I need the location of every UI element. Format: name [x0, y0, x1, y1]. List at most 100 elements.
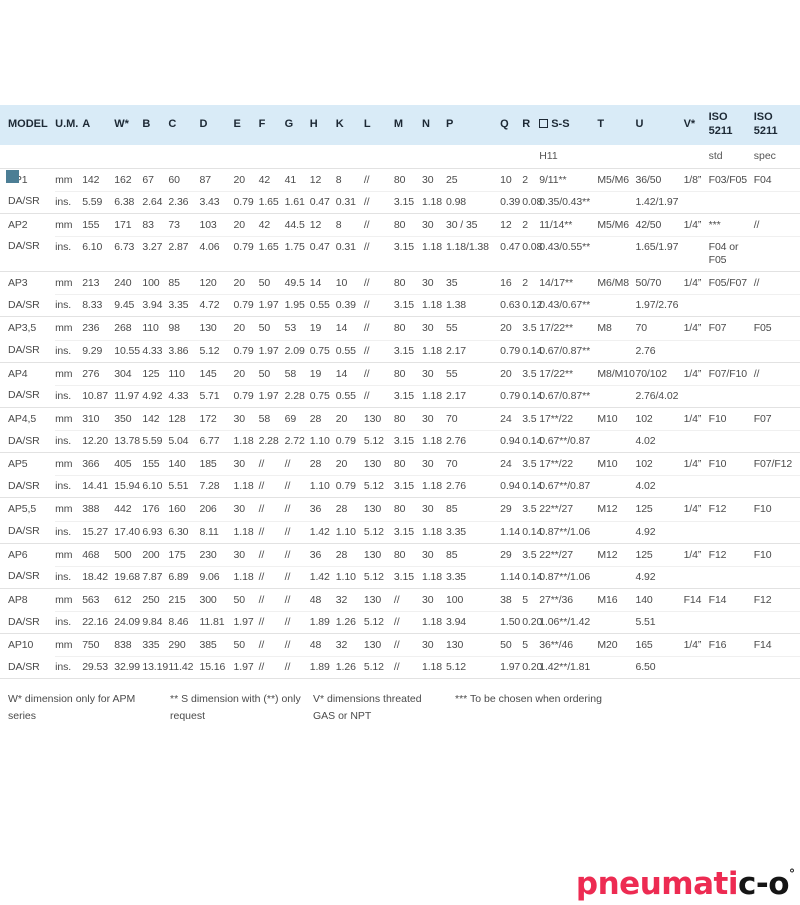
- value-cell: 10: [500, 168, 523, 192]
- value-cell: 44.5: [284, 213, 310, 237]
- value-cell: 30: [421, 213, 447, 237]
- footnote-ordering: *** To be chosen when ordering: [455, 693, 602, 706]
- model-cell: AP4: [8, 367, 28, 380]
- value-cell: [683, 191, 709, 214]
- value-cell: [597, 611, 636, 635]
- value-cell: 0.67**/0.87: [539, 475, 598, 499]
- value-cell: 36/50: [635, 168, 684, 192]
- value-cell: 3.94: [142, 294, 169, 318]
- value-cell: 1.18: [421, 191, 447, 214]
- value-cell: 102: [635, 407, 684, 432]
- value-cell: [708, 566, 754, 589]
- header-cell-v-: V*: [683, 105, 709, 145]
- value-cell: M20: [597, 633, 636, 658]
- value-cell: 60: [168, 168, 200, 192]
- value-cell: F04: [753, 168, 800, 192]
- value-cell: 28: [309, 407, 336, 432]
- subheader-cell: [522, 144, 540, 169]
- table-row: DA/SR ins. 10.87 11.97 4.92 4.33 5.71 0.79 1.97 2…: [0, 385, 800, 408]
- value-cell: 366: [82, 452, 115, 477]
- value-cell: 1/4”: [683, 316, 709, 341]
- value-cell: M12: [597, 543, 636, 567]
- value-cell: 6.10: [142, 475, 169, 499]
- value-cell: 2.76: [446, 475, 501, 499]
- value-cell: 1.75: [284, 236, 310, 273]
- header-cell-c: C: [168, 105, 200, 145]
- value-cell: 4.06: [199, 236, 234, 273]
- value-cell: 110: [142, 316, 169, 341]
- value-cell: 1.18: [421, 566, 447, 589]
- value-cell: 2.76/4.02: [635, 385, 684, 408]
- value-cell: 1.38: [446, 294, 501, 318]
- value-cell: 80: [393, 497, 422, 522]
- unit-cell: ins.: [55, 385, 83, 408]
- value-cell: 48: [309, 588, 336, 613]
- value-cell: 17.40: [114, 521, 143, 544]
- value-cell: //: [753, 213, 800, 237]
- header-cell-w-: W*: [114, 105, 143, 145]
- value-cell: 49.5: [284, 271, 310, 296]
- value-cell: //: [284, 611, 310, 635]
- value-cell: 1.10: [309, 430, 336, 454]
- value-cell: 80: [393, 316, 422, 341]
- subheader-cell: [55, 144, 83, 169]
- value-cell: 2.17: [446, 340, 501, 363]
- value-cell: 1.18: [421, 521, 447, 544]
- subheader-cell: [233, 144, 259, 169]
- value-cell: //: [363, 191, 394, 214]
- unit-cell: ins.: [55, 191, 83, 214]
- value-cell: 15.94: [114, 475, 143, 499]
- value-cell: 3.5: [522, 407, 540, 432]
- value-cell: //: [363, 340, 394, 363]
- value-cell: 17**/22: [539, 407, 598, 432]
- value-cell: 162: [114, 168, 143, 192]
- value-cell: 3.15: [393, 385, 422, 408]
- value-cell: 30: [421, 316, 447, 341]
- value-cell: //: [284, 497, 310, 522]
- value-cell: 67: [142, 168, 169, 192]
- header-cell-a: A: [82, 105, 115, 145]
- value-cell: 42: [258, 213, 285, 237]
- footnotes: W* dimension only for APM series ** S di…: [0, 691, 800, 724]
- value-cell: 165: [635, 633, 684, 658]
- value-cell: 0.55: [335, 340, 364, 363]
- value-cell: 0.79: [233, 385, 259, 408]
- value-cell: 185: [199, 452, 234, 477]
- value-cell: 160: [168, 497, 200, 522]
- value-cell: 4.72: [199, 294, 234, 318]
- value-cell: [708, 611, 754, 635]
- value-cell: //: [258, 633, 285, 658]
- value-cell: 304: [114, 362, 143, 386]
- value-cell: 4.92: [635, 566, 684, 589]
- value-cell: [683, 656, 709, 680]
- value-cell: 3.15: [393, 475, 422, 499]
- subheader-cell: [309, 144, 336, 169]
- value-cell: 9.06: [199, 566, 234, 589]
- value-cell: 5.12: [363, 521, 394, 544]
- value-cell: 28: [335, 497, 364, 522]
- value-cell: [683, 611, 709, 635]
- value-cell: 42/50: [635, 213, 684, 237]
- value-cell: 3.15: [393, 191, 422, 214]
- unit-cell: ins.: [55, 656, 83, 680]
- value-cell: 53: [284, 316, 310, 341]
- value-cell: //: [258, 452, 285, 477]
- header-cell-s-s: S-S: [539, 105, 598, 145]
- value-cell: 19: [309, 362, 336, 386]
- value-cell: 12: [309, 213, 336, 237]
- value-cell: 0.08: [522, 236, 542, 273]
- value-cell: M10: [597, 452, 636, 477]
- value-cell: [753, 475, 800, 499]
- value-cell: 5: [522, 633, 540, 658]
- header-cell-g: G: [284, 105, 310, 145]
- value-cell: 3.43: [199, 191, 234, 214]
- value-cell: F07: [708, 316, 754, 341]
- value-cell: 2.17: [446, 385, 501, 408]
- value-cell: 29.53: [82, 656, 115, 680]
- value-cell: 80: [393, 271, 422, 296]
- value-cell: 41: [284, 168, 310, 192]
- value-cell: [708, 475, 754, 499]
- value-cell: 3.15: [393, 340, 422, 363]
- value-cell: [597, 566, 636, 589]
- value-cell: 3.15: [393, 430, 422, 454]
